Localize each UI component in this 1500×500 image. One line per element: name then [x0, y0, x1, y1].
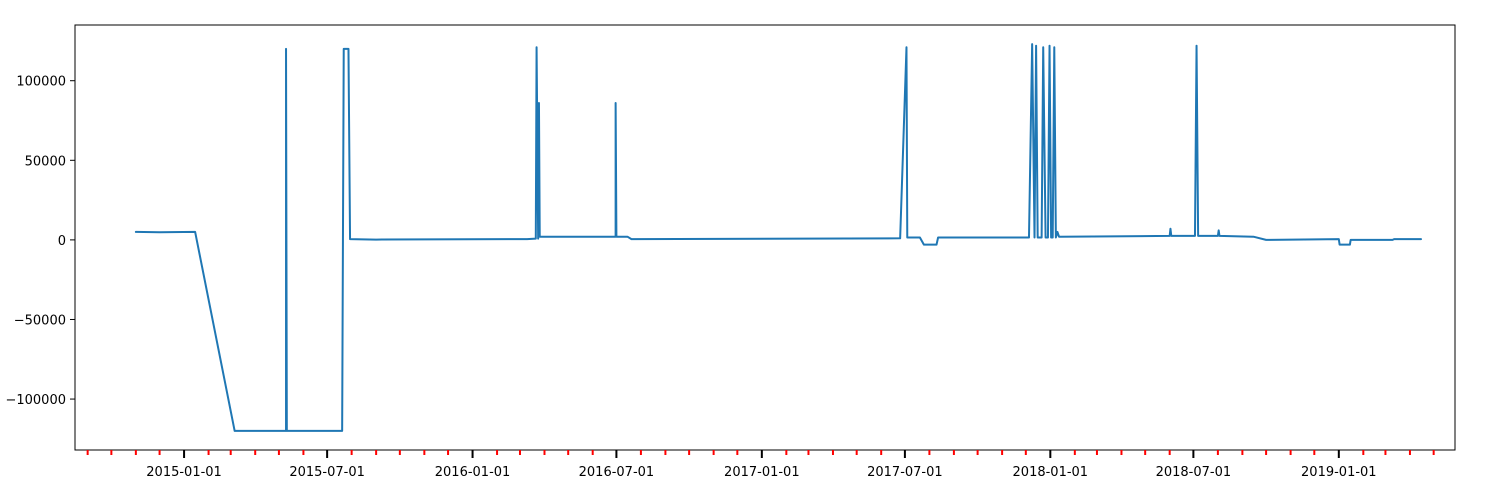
y-tick-label: 0 — [58, 234, 66, 249]
x-tick-label: 2016-01-01 — [435, 465, 511, 480]
x-tick-label: 2018-01-01 — [1013, 465, 1089, 480]
y-tick-label: −100000 — [5, 393, 66, 408]
series-layer — [134, 43, 1423, 432]
x-tick-label: 2015-07-01 — [289, 465, 365, 480]
y-ticks: −100000 −50000 0 50000 100000 — [5, 75, 75, 408]
y-tick-label: −50000 — [14, 313, 66, 328]
x-minor-ticks — [86, 450, 1435, 455]
series-line-0 — [134, 43, 1423, 432]
x-tick-label: 2016-07-01 — [579, 465, 655, 480]
y-tick-label: 100000 — [16, 75, 66, 90]
x-tick-label: 2017-01-01 — [724, 465, 800, 480]
x-tick-label: 2017-07-01 — [867, 465, 943, 480]
y-tick-label: 50000 — [25, 154, 66, 169]
x-tick-label: 2015-01-01 — [146, 465, 222, 480]
axes-frame — [74, 24, 1456, 451]
x-tick-label: 2018-07-01 — [1156, 465, 1232, 480]
x-tick-label: 2019-01-01 — [1301, 465, 1377, 480]
x-major-ticks: 2015-01-01 2015-07-01 2016-01-01 2016-07-01… — [146, 450, 1377, 480]
